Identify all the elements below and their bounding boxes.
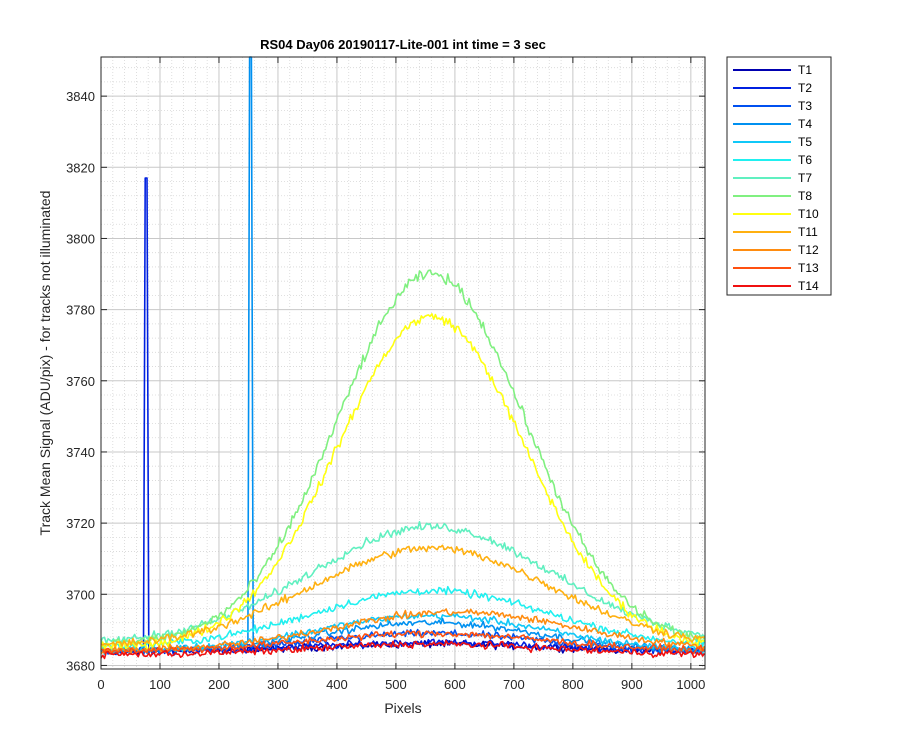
series-group	[100, 56, 706, 660]
y-tick-label: 3840	[66, 89, 95, 104]
y-tick-label: 3700	[66, 587, 95, 602]
x-tick-label: 200	[208, 677, 230, 692]
x-axis-label: Pixels	[384, 700, 421, 716]
chart-title: RS04 Day06 20190117-Lite-001 int time = …	[260, 37, 546, 52]
legend-label: T1	[798, 63, 812, 77]
x-tick-label: 500	[385, 677, 407, 692]
y-tick-label: 3820	[66, 160, 95, 175]
y-tick-label: 3680	[66, 658, 95, 673]
x-tick-label: 900	[621, 677, 643, 692]
legend-label: T13	[798, 261, 819, 275]
y-tick-label: 3740	[66, 445, 95, 460]
legend-label: T2	[798, 81, 812, 95]
series-line-t6	[100, 585, 706, 651]
plot-frame	[100, 56, 706, 670]
y-tick-label: 3720	[66, 516, 95, 531]
x-tick-label: 700	[503, 677, 525, 692]
x-tick-label: 400	[326, 677, 348, 692]
series-line-t14	[100, 639, 706, 660]
legend-label: T8	[798, 189, 812, 203]
y-axis-label: Track Mean Signal (ADU/pix) - for tracks…	[37, 191, 53, 536]
series-line-t10	[100, 313, 705, 651]
series-line-t13	[100, 630, 705, 656]
series-line-t8	[100, 269, 706, 651]
y-tick-label: 3760	[66, 374, 95, 389]
series-line-t7	[100, 520, 705, 645]
x-tick-label: 1000	[676, 677, 705, 692]
x-tick-label: 800	[562, 677, 584, 692]
legend-label: T4	[798, 117, 812, 131]
plot-area	[101, 57, 705, 669]
grid	[100, 57, 705, 669]
x-tick-label: 600	[444, 677, 466, 692]
series-line-t12	[100, 608, 706, 655]
y-tick-label: 3800	[66, 231, 95, 246]
legend-label: T7	[798, 171, 812, 185]
legend-box	[726, 56, 832, 296]
legend-label: T11	[798, 225, 818, 239]
x-tick-label: 300	[267, 677, 289, 692]
series-line-t11	[100, 544, 705, 648]
x-tick-label: 100	[149, 677, 171, 692]
x-tick-label: 0	[97, 677, 104, 692]
legend-label: T5	[798, 135, 812, 149]
ticks: 3680 3700 3720 3740 3760 3780 3800 3820 3840 0 100…	[66, 57, 705, 692]
legend-label: T14	[798, 279, 819, 293]
legend-label: T3	[798, 99, 812, 113]
legend-label: T6	[798, 153, 812, 167]
legend-label: T12	[798, 243, 819, 257]
y-tick-label: 3780	[66, 303, 95, 318]
legend-label: T10	[798, 207, 819, 221]
legend: T1 T2 T3 T4 T5 T6 T7 T8 T10 T11 T12 T13 T14	[726, 56, 832, 296]
